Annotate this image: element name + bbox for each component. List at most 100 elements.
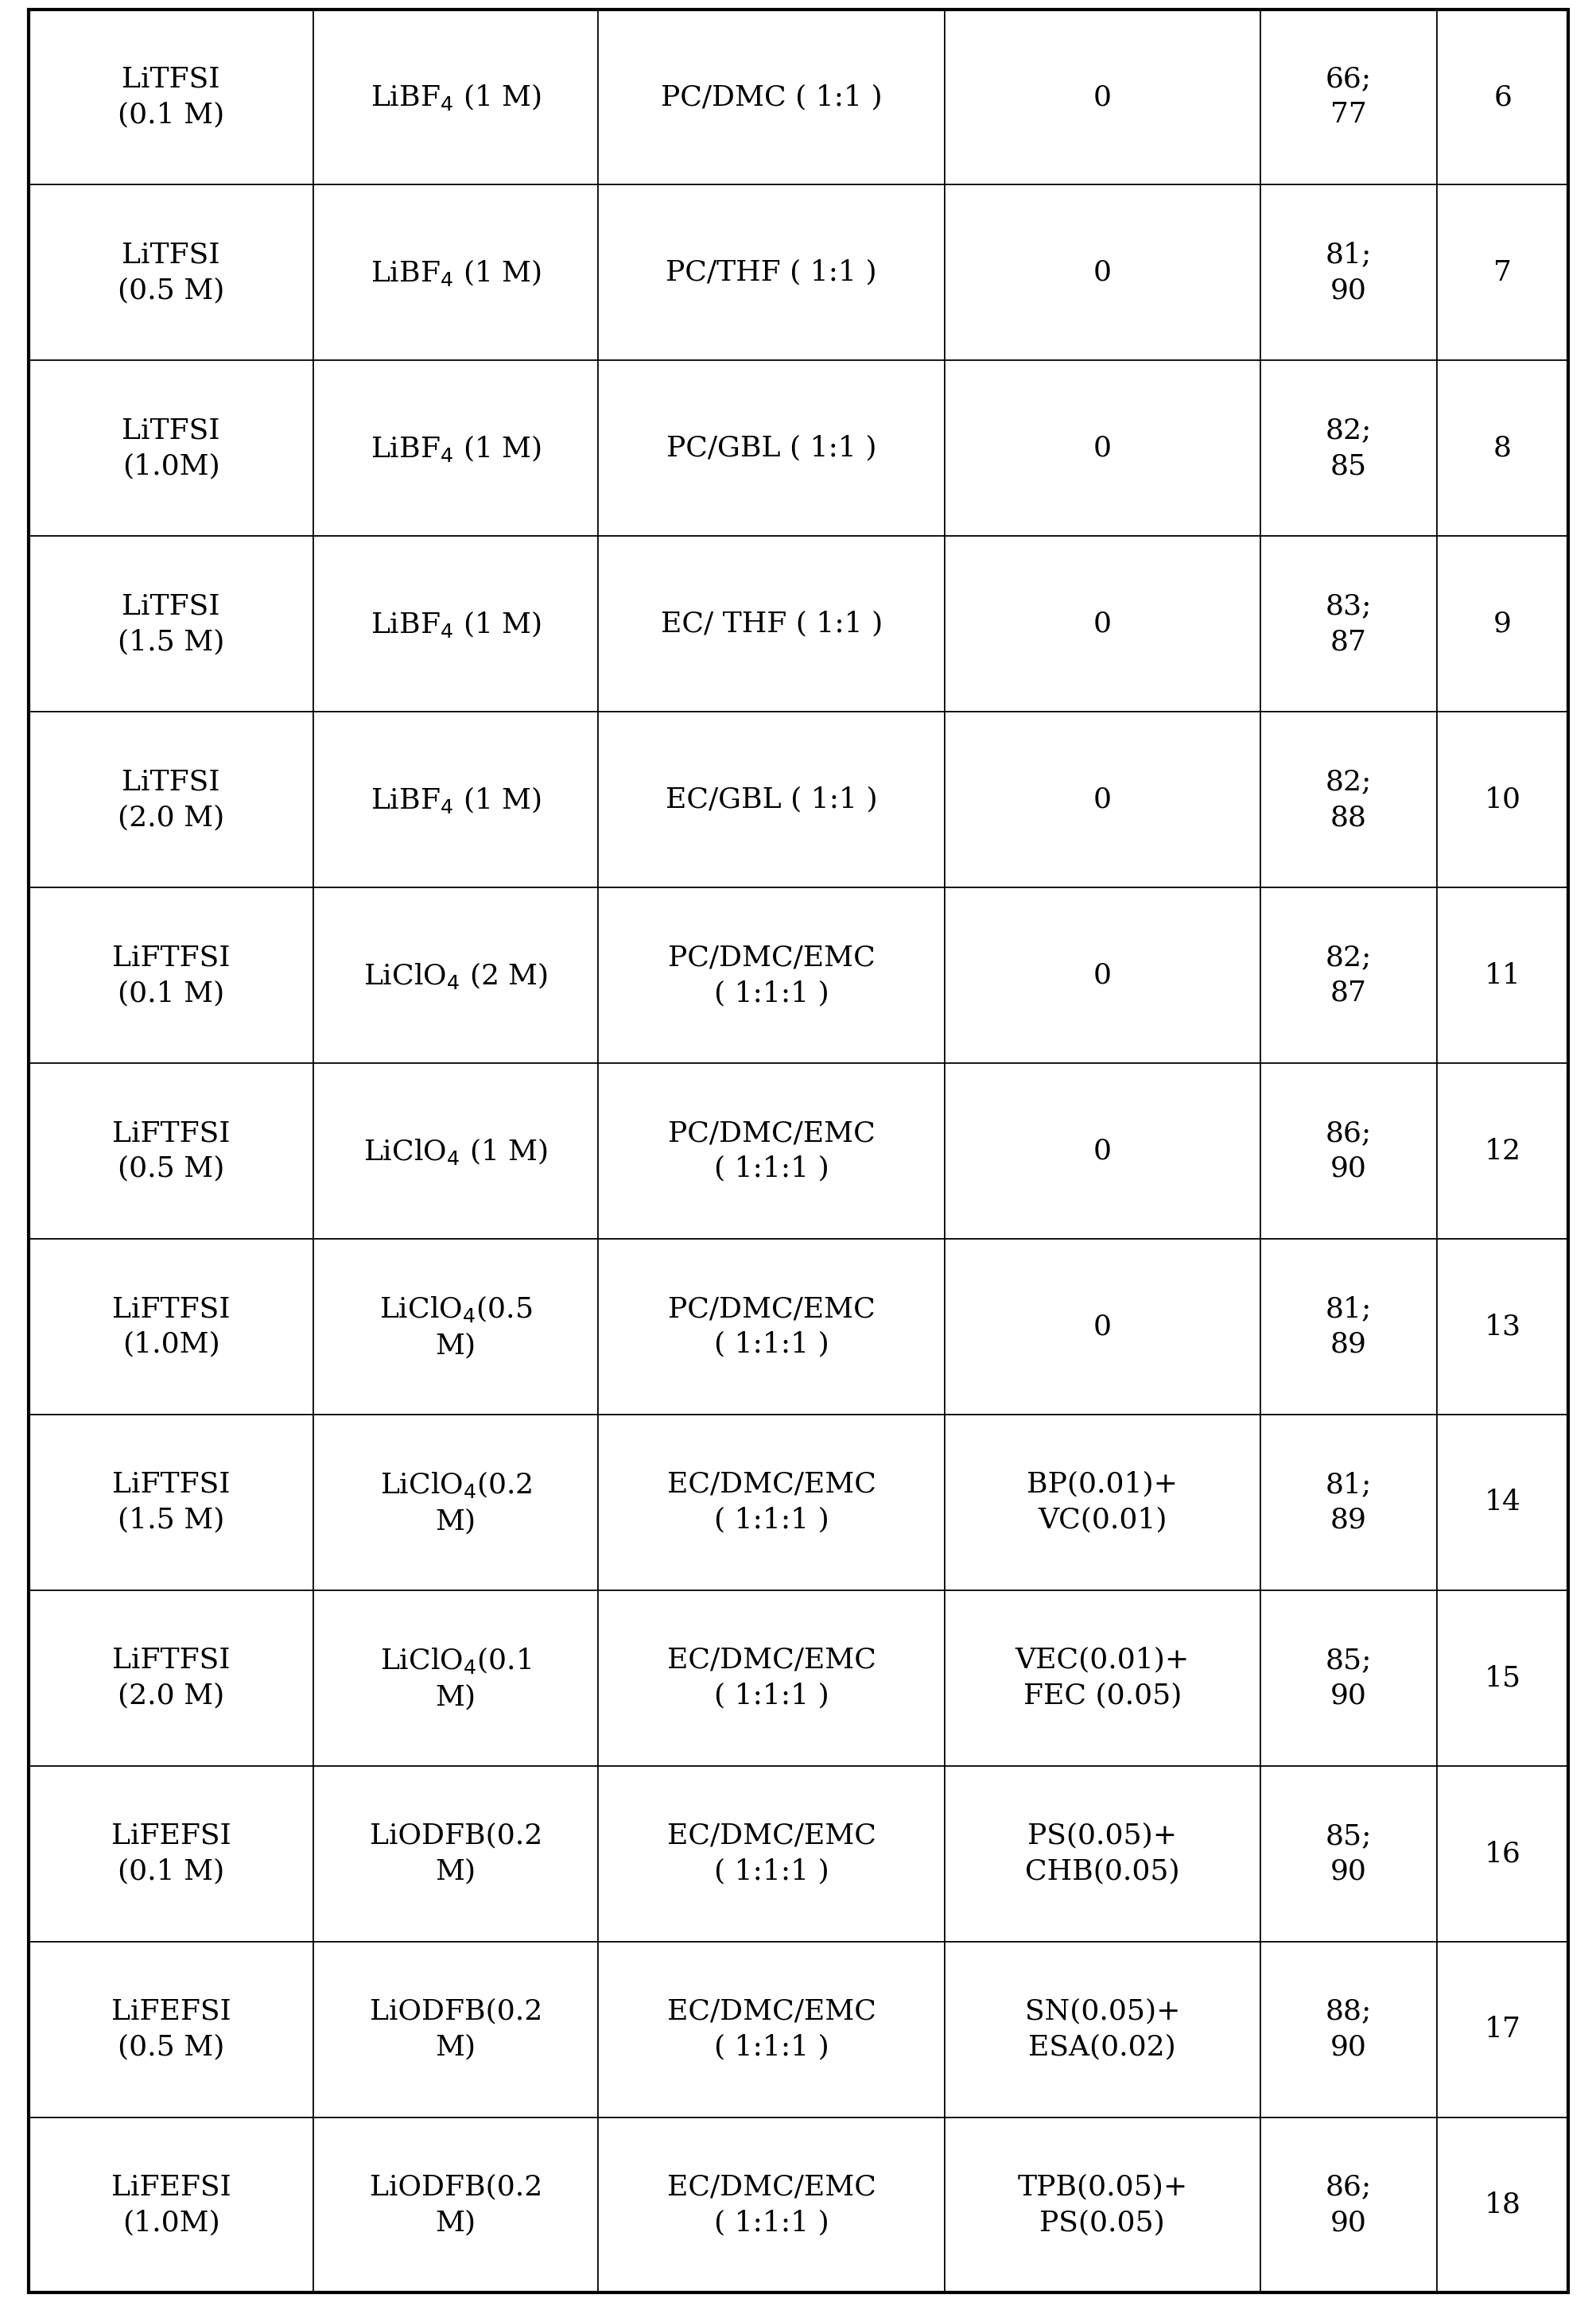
Text: LiFEFSI
(0.1 M): LiFEFSI (0.1 M) (112, 1823, 231, 1885)
Bar (1436, 361, 1567, 536)
Bar (1436, 1064, 1567, 1238)
Text: 81;
89: 81; 89 (1325, 1296, 1371, 1358)
Bar (1259, 1941, 1436, 2118)
Bar (945, 2118, 1259, 2293)
Text: PS(0.05)+
CHB(0.05): PS(0.05)+ CHB(0.05) (1025, 1823, 1179, 1885)
Text: 0: 0 (1093, 83, 1111, 110)
Bar (1436, 2118, 1567, 2293)
Bar (598, 1064, 945, 1238)
Bar (598, 1413, 945, 1591)
Bar (1259, 1591, 1436, 1766)
Bar (945, 184, 1259, 361)
Text: 82;
85: 82; 85 (1325, 417, 1371, 479)
Bar (1436, 1591, 1567, 1766)
Text: 0: 0 (1093, 610, 1111, 638)
Bar (1259, 184, 1436, 361)
Text: 82;
88: 82; 88 (1325, 769, 1371, 831)
Bar (1436, 184, 1567, 361)
Bar (598, 2118, 945, 2293)
Bar (598, 1238, 945, 1413)
Text: 0: 0 (1093, 787, 1111, 813)
Text: LiODFB(0.2
M): LiODFB(0.2 M) (369, 2173, 543, 2235)
Text: LiODFB(0.2
M): LiODFB(0.2 M) (369, 1823, 543, 1885)
Bar (29, 184, 313, 361)
Text: LiClO$_4$ (1 M): LiClO$_4$ (1 M) (364, 1135, 547, 1167)
Text: EC/GBL ( 1:1 ): EC/GBL ( 1:1 ) (666, 787, 878, 813)
Text: EC/DMC/EMC
( 1:1:1 ): EC/DMC/EMC ( 1:1:1 ) (667, 2173, 876, 2235)
Bar (945, 361, 1259, 536)
Text: 0: 0 (1093, 962, 1111, 990)
Bar (598, 1941, 945, 2118)
Text: 12: 12 (1484, 1137, 1519, 1165)
Text: LiTFSI
(0.1 M): LiTFSI (0.1 M) (118, 67, 225, 129)
Text: LiClO$_4$(0.2
M): LiClO$_4$(0.2 M) (380, 1469, 531, 1535)
Text: EC/DMC/EMC
( 1:1:1 ): EC/DMC/EMC ( 1:1:1 ) (667, 1646, 876, 1710)
Text: 10: 10 (1484, 787, 1519, 813)
Text: EC/DMC/EMC
( 1:1:1 ): EC/DMC/EMC ( 1:1:1 ) (667, 1471, 876, 1533)
Text: 14: 14 (1484, 1489, 1519, 1515)
Bar (945, 536, 1259, 711)
Text: PC/DMC/EMC
( 1:1:1 ): PC/DMC/EMC ( 1:1:1 ) (667, 1119, 875, 1183)
Bar (945, 1064, 1259, 1238)
Bar (29, 1591, 313, 1766)
Text: PC/THF ( 1:1 ): PC/THF ( 1:1 ) (666, 260, 876, 285)
Bar (29, 1064, 313, 1238)
Text: SN(0.05)+
ESA(0.02): SN(0.05)+ ESA(0.02) (1025, 1998, 1179, 2060)
Text: LiBF$_4$ (1 M): LiBF$_4$ (1 M) (370, 433, 541, 463)
Bar (313, 1413, 598, 1591)
Bar (1436, 1766, 1567, 1941)
Bar (1259, 889, 1436, 1064)
Bar (313, 536, 598, 711)
Text: LiBF$_4$ (1 M): LiBF$_4$ (1 M) (370, 258, 541, 288)
Bar (29, 1238, 313, 1413)
Text: 88;
90: 88; 90 (1325, 1998, 1371, 2060)
Bar (313, 1064, 598, 1238)
Bar (1259, 1238, 1436, 1413)
Text: 0: 0 (1093, 435, 1111, 463)
Text: 15: 15 (1484, 1664, 1521, 1692)
Bar (29, 361, 313, 536)
Text: 86;
90: 86; 90 (1325, 2173, 1371, 2235)
Text: LiTFSI
(1.0M): LiTFSI (1.0M) (121, 417, 220, 479)
Bar (1259, 711, 1436, 889)
Bar (1259, 361, 1436, 536)
Bar (1259, 2118, 1436, 2293)
Bar (598, 536, 945, 711)
Bar (29, 2118, 313, 2293)
Text: LiFTFSI
(2.0 M): LiFTFSI (2.0 M) (112, 1646, 230, 1710)
Text: LiFTFSI
(0.5 M): LiFTFSI (0.5 M) (112, 1119, 230, 1183)
Text: EC/DMC/EMC
( 1:1:1 ): EC/DMC/EMC ( 1:1:1 ) (667, 1823, 876, 1885)
Bar (1436, 1413, 1567, 1591)
Text: LiFEFSI
(1.0M): LiFEFSI (1.0M) (112, 2173, 231, 2235)
Bar (1259, 1766, 1436, 1941)
Bar (1436, 1238, 1567, 1413)
Text: 16: 16 (1484, 1839, 1519, 1867)
Bar (313, 1941, 598, 2118)
Bar (1259, 1064, 1436, 1238)
Bar (598, 889, 945, 1064)
Text: EC/DMC/EMC
( 1:1:1 ): EC/DMC/EMC ( 1:1:1 ) (667, 1998, 876, 2060)
Text: 0: 0 (1093, 260, 1111, 285)
Text: LiFTFSI
(0.1 M): LiFTFSI (0.1 M) (112, 944, 230, 1006)
Bar (1259, 1413, 1436, 1591)
Bar (1436, 711, 1567, 889)
Bar (313, 2118, 598, 2293)
Text: 13: 13 (1484, 1312, 1521, 1340)
Bar (945, 1238, 1259, 1413)
Bar (313, 184, 598, 361)
Text: PC/DMC ( 1:1 ): PC/DMC ( 1:1 ) (661, 83, 883, 110)
Text: 82;
87: 82; 87 (1325, 944, 1371, 1006)
Bar (598, 361, 945, 536)
Bar (1436, 536, 1567, 711)
Text: LiClO$_4$ (2 M): LiClO$_4$ (2 M) (364, 960, 547, 990)
Bar (29, 536, 313, 711)
Bar (1436, 9, 1567, 184)
Text: 9: 9 (1492, 610, 1511, 638)
Bar (29, 889, 313, 1064)
Text: LiTFSI
(2.0 M): LiTFSI (2.0 M) (118, 769, 225, 831)
Text: 8: 8 (1492, 435, 1511, 463)
Bar (313, 1766, 598, 1941)
Text: 86;
90: 86; 90 (1325, 1119, 1371, 1183)
Text: PC/GBL ( 1:1 ): PC/GBL ( 1:1 ) (666, 435, 876, 463)
Text: LiFTFSI
(1.5 M): LiFTFSI (1.5 M) (112, 1471, 230, 1533)
